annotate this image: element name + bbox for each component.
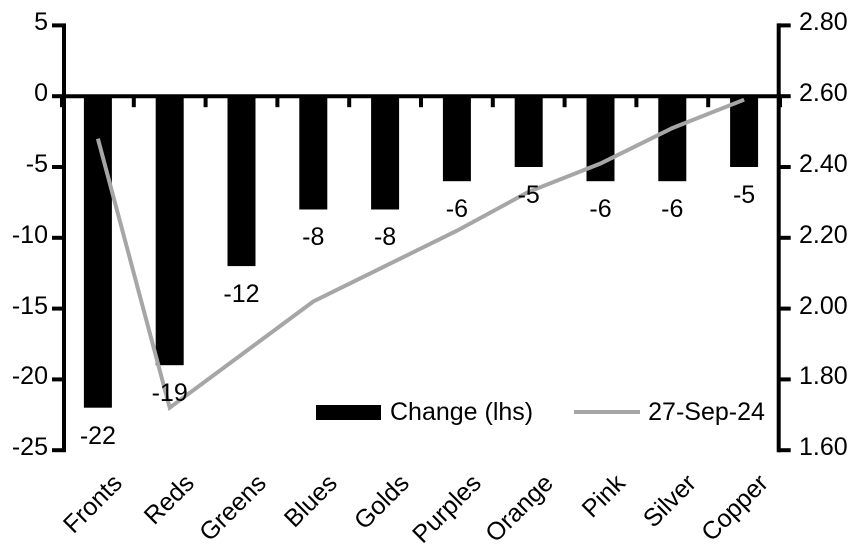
bar-Reds [155, 96, 184, 366]
bar-value-label: -6 [445, 195, 468, 224]
left-axis-tick-label: -5 [25, 150, 48, 178]
left-axis-tick-label: 5 [34, 8, 48, 37]
right-axis-tick-label: 2.60 [799, 79, 848, 108]
bar-Silver [658, 96, 687, 182]
bar-Blues [299, 96, 328, 210]
bar-value-label: -8 [302, 223, 325, 252]
bar-Golds [371, 96, 400, 210]
right-axis-tick-label: 2.40 [799, 150, 848, 178]
bar-value-label: -6 [661, 195, 684, 224]
left-axis-tick-label: 0 [34, 79, 48, 108]
legend-label-bar-series: Change (lhs) [390, 398, 534, 426]
right-axis-tick-label: 1.60 [799, 433, 848, 462]
bar-value-label: -5 [517, 181, 540, 209]
bar-Fronts [83, 96, 112, 408]
right-axis-tick-label: 1.80 [799, 362, 848, 391]
legend-label-line-series: 27-Sep-24 [648, 398, 765, 426]
right-axis-tick-label: 2.20 [799, 220, 848, 249]
bar-Orange [514, 96, 543, 167]
legend-line-swatch [574, 410, 641, 414]
legend-bar-swatch [316, 404, 381, 420]
left-axis-tick-label: -25 [11, 433, 48, 462]
right-axis-tick-label: 2.80 [799, 8, 848, 37]
left-axis-tick-label: -10 [11, 220, 48, 249]
left-axis-tick-label: -20 [11, 362, 48, 391]
left-axis-tick-label: -15 [11, 291, 48, 320]
right-axis-tick-label: 2.00 [799, 291, 848, 320]
bar-value-label: -5 [732, 181, 756, 209]
line-series [95, 97, 745, 412]
bar-Greens [227, 96, 256, 267]
bar-value-label: -12 [223, 280, 260, 309]
bar-value-label: -19 [151, 379, 188, 408]
bar-value-label: -6 [589, 195, 612, 224]
bar-value-label: -22 [79, 421, 116, 450]
bar-Copper [730, 96, 759, 167]
legend: Change (lhs) 27-Sep-24 [316, 396, 765, 428]
bar-value-label: -8 [373, 223, 397, 252]
bar-Purples [442, 96, 471, 182]
